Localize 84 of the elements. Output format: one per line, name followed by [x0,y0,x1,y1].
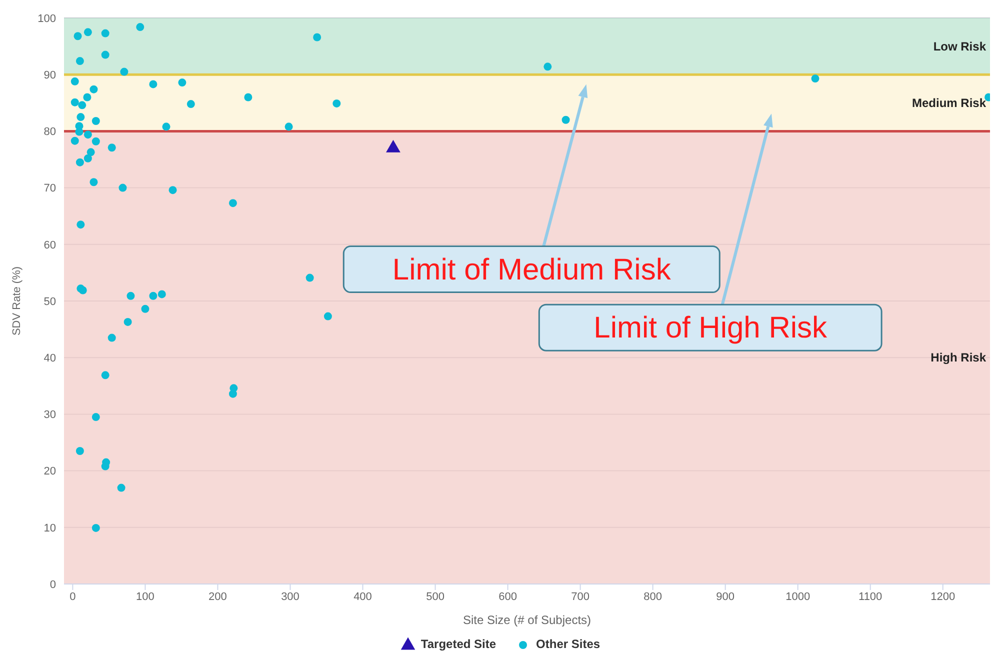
point [149,80,158,88]
point [84,28,92,36]
x-tick-label: 600 [498,590,517,603]
y-tick-label: 70 [44,182,56,195]
point [76,158,84,166]
y-tick-label: 60 [44,239,56,252]
point [86,148,95,156]
band-label: Medium Risk [912,96,986,110]
point [811,74,820,83]
point [84,154,92,162]
point [124,318,132,326]
point [544,62,552,71]
x-tick-label: 700 [571,590,590,603]
y-tick-label: 30 [44,409,56,422]
point [158,290,166,298]
point [83,93,92,102]
point [101,29,110,38]
x-axis-title: Site Size (# of Subjects) [462,613,592,627]
x-tick-label: 1000 [786,590,810,603]
point [70,98,79,106]
point [120,68,128,76]
point [78,101,86,110]
point [70,77,79,86]
point [168,186,177,194]
legend-label: Other Sites [536,637,600,651]
point [244,93,252,102]
point [108,144,116,152]
y-tick-label: 90 [44,70,56,82]
y-tick-label: 0 [50,578,56,591]
y-tick-label: 20 [44,466,56,478]
point [562,116,570,124]
band-label: High Risk [930,350,986,365]
point [92,117,100,126]
point [90,178,98,186]
point [101,371,110,380]
point [74,32,82,40]
point [70,136,79,145]
point [136,23,144,32]
y-tick-label: 40 [44,352,56,365]
x-tick-label: 500 [426,590,444,603]
x-tick-label: 400 [354,590,372,603]
legend-label: Targeted Site [420,637,496,651]
point [332,99,341,108]
point [126,292,135,300]
point [284,122,293,131]
annotation: Limit of Medium Risk [392,253,672,286]
point [84,130,92,139]
point [92,413,100,422]
point [76,113,85,122]
point [90,85,98,94]
point [149,292,158,300]
point [76,220,85,229]
point [117,484,126,492]
point [118,184,127,192]
y-axis-title: SDV Rate (%) [10,266,23,336]
point [101,50,110,59]
y-tick-label: 100 [38,12,56,25]
x-tick-label: 200 [208,590,227,603]
band-label: Low Risk [933,39,986,54]
point [76,446,84,455]
y-tick-label: 80 [44,126,56,138]
x-tick-label: 800 [644,590,662,603]
x-tick-label: 100 [136,590,154,603]
point [324,312,332,320]
point [92,524,100,532]
x-tick-label: 1100 [858,590,882,603]
point [76,57,84,66]
x-tick-label: 300 [281,590,300,603]
point [141,304,150,313]
y-tick-label: 50 [44,296,56,308]
point [313,33,322,42]
point [186,100,195,108]
x-tick-label: 1200 [930,590,956,603]
y-tick-label: 10 [44,522,56,534]
x-tick-label: 900 [716,590,735,603]
point [92,137,100,146]
point [228,199,237,208]
point [108,334,116,342]
point [306,274,314,282]
x-tick-label: 0 [70,590,76,603]
point [228,390,237,398]
annotation: Limit of High Risk [594,312,828,345]
point [178,78,186,87]
point [162,122,170,131]
